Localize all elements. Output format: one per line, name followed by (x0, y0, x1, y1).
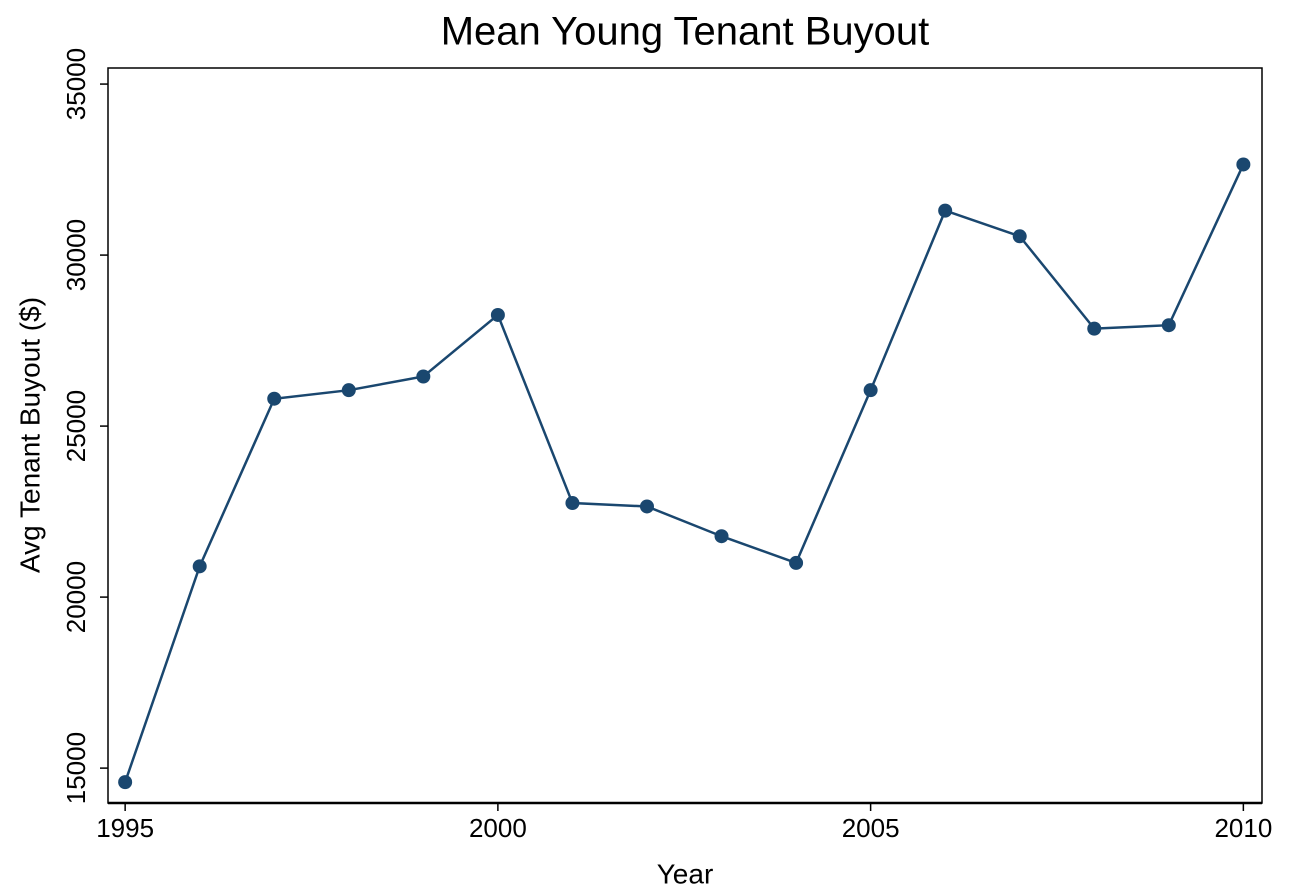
plot-frame (107, 67, 1263, 804)
series-line (123, 163, 1245, 783)
x-axis-title: Year (657, 858, 714, 889)
y-tick-label: 20000 (61, 561, 91, 633)
data-point (639, 499, 654, 514)
x-tick-label: 2005 (842, 813, 900, 843)
data-point (490, 307, 505, 322)
data-point (863, 383, 878, 398)
data-point (565, 496, 580, 511)
data-point (267, 391, 282, 406)
y-tick-label: 35000 (61, 48, 91, 120)
data-point (1012, 229, 1027, 244)
data-point (416, 369, 431, 384)
y-tick-label: 15000 (61, 732, 91, 804)
data-point (789, 555, 804, 570)
y-tick-label: 25000 (61, 390, 91, 462)
y-tick-label: 30000 (61, 219, 91, 291)
data-point (341, 383, 356, 398)
chart-title: Mean Young Tenant Buyout (441, 10, 930, 54)
data-point (1087, 321, 1102, 336)
data-point (714, 529, 729, 544)
data-point (192, 559, 207, 574)
data-point (938, 203, 953, 218)
data-point (1161, 318, 1176, 333)
data-point (1236, 157, 1251, 172)
data-point (118, 775, 133, 790)
y-axis-title: Avg Tenant Buyout ($) (14, 297, 45, 573)
x-tick-label: 2010 (1214, 813, 1272, 843)
x-tick-label: 2000 (469, 813, 527, 843)
x-tick-label: 1995 (96, 813, 154, 843)
